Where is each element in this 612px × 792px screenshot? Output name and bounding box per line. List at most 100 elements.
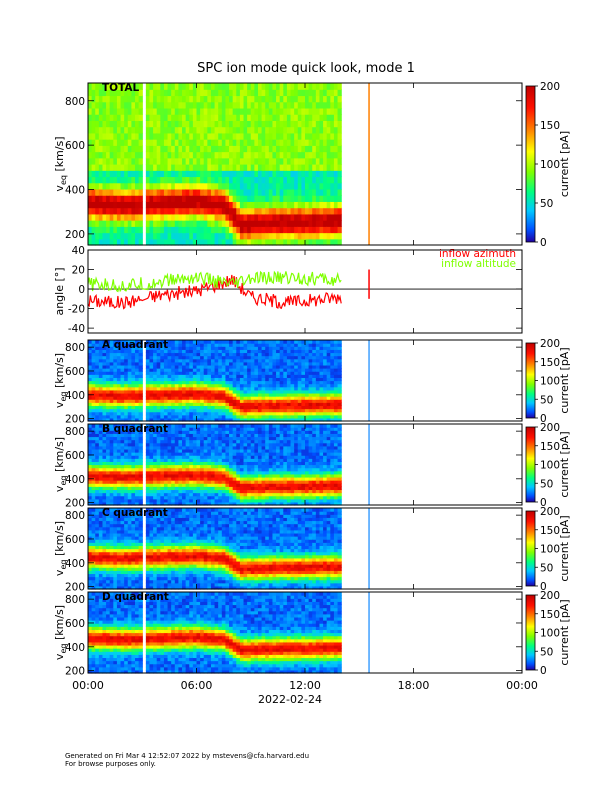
y-tick-label: 40 [72, 245, 85, 257]
y-tick-label: 600 [65, 140, 85, 152]
x-tick-label: 12:00 [289, 679, 321, 692]
colorbar-tick-label: 150 [540, 357, 560, 369]
series-inflow-altitude [87, 270, 342, 293]
panel-label: A quadrant [102, 339, 168, 351]
data-spike [368, 592, 370, 673]
y-tick-label: -40 [68, 323, 85, 335]
data-spike [368, 83, 370, 245]
colorbar-tick-label: 100 [540, 159, 560, 171]
footer-generated: Generated on Fri Mar 4 12:52:07 2022 by … [65, 752, 310, 760]
footer-browse: For browse purposes only. [65, 760, 156, 768]
data-spike [368, 269, 370, 299]
colorbar-tick-label: 200 [540, 338, 560, 350]
series-inflow-azimuth [87, 274, 342, 310]
colorbar-tick-label: 50 [540, 562, 553, 574]
spectrogram-cells [88, 340, 342, 422]
colorbar-tick-label: 0 [540, 665, 547, 677]
colorbar-tick-label: 150 [540, 609, 560, 621]
y-axis-label: angle [°] [53, 267, 66, 315]
colorbar-tick-label: 0 [540, 581, 547, 593]
colorbar-label: current [pA] [558, 431, 571, 497]
colorbar-label: current [pA] [558, 515, 571, 581]
x-tick-label: 00:00 [506, 679, 538, 692]
colorbar-tick-label: 200 [540, 506, 560, 518]
y-tick-label: 200 [65, 414, 85, 426]
colorbar-tick-label: 50 [540, 394, 553, 406]
colorbar-label: current [pA] [558, 131, 571, 197]
y-tick-label: 800 [65, 96, 85, 108]
colorbar-tick-label: 100 [540, 460, 560, 472]
x-tick-label: 06:00 [181, 679, 213, 692]
panel-label: B quadrant [102, 423, 168, 435]
spectrogram-cells [88, 508, 342, 590]
colorbar-tick-label: 200 [540, 590, 560, 602]
y-tick-label: 20 [72, 265, 85, 277]
colorbar [525, 85, 536, 243]
panel-label: D quadrant [102, 591, 169, 603]
y-axis-label: veq [km/s] [53, 437, 68, 492]
colorbar [525, 510, 536, 587]
y-tick-label: 600 [65, 450, 85, 462]
y-axis-label: veq [km/s] [53, 521, 68, 576]
colorbar-label: current [pA] [558, 347, 571, 413]
y-tick-label: 400 [65, 390, 85, 402]
colorbar-tick-label: 50 [540, 198, 553, 210]
x-tick-label: 18:00 [398, 679, 430, 692]
colorbar [525, 426, 536, 503]
colorbar-tick-label: 150 [540, 525, 560, 537]
colorbar-tick-label: 50 [540, 646, 553, 658]
colorbar-label: current [pA] [558, 599, 571, 665]
legend-inflow-altitude: inflow altitude [441, 258, 516, 270]
y-tick-label: 600 [65, 366, 85, 378]
colorbar-tick-label: 0 [540, 497, 547, 509]
data-spike [368, 340, 370, 421]
spectrogram-cells [88, 592, 342, 674]
y-axis-label: veq [km/s] [53, 605, 68, 660]
y-tick-label: -20 [68, 304, 85, 316]
spectrogram-cells [88, 83, 342, 246]
panel-label: TOTAL [102, 82, 140, 94]
colorbar-tick-label: 0 [540, 413, 547, 425]
panel-1: TOTAL 0 50 100 150 200 current [pA] veq [km/s] 2… [53, 81, 571, 249]
colorbar-tick-label: 100 [540, 376, 560, 388]
y-tick-label: 800 [65, 510, 85, 522]
data-spike [368, 508, 370, 589]
colorbar [525, 342, 536, 419]
y-axis-label: veq [km/s] [53, 136, 68, 191]
y-tick-label: 200 [65, 582, 85, 594]
y-tick-label: 600 [65, 618, 85, 630]
y-tick-label: 400 [65, 185, 85, 197]
data-spike [368, 424, 370, 505]
y-tick-label: 200 [65, 229, 85, 241]
colorbar-tick-label: 150 [540, 120, 560, 132]
y-tick-label: 400 [65, 642, 85, 654]
colorbar-tick-label: 50 [540, 478, 553, 490]
legend-inflow-azimuth: inflow azimuth [439, 248, 516, 260]
x-date-label: 2022-02-24 [258, 693, 322, 706]
colorbar-tick-label: 0 [540, 237, 547, 249]
colorbar-tick-label: 100 [540, 544, 560, 556]
y-tick-label: 200 [65, 498, 85, 510]
colorbar-tick-label: 100 [540, 628, 560, 640]
y-tick-label: 800 [65, 594, 85, 606]
y-axis-label: veq [km/s] [53, 353, 68, 408]
y-tick-label: 400 [65, 558, 85, 570]
y-tick-label: 800 [65, 342, 85, 354]
spectrogram-cells [88, 424, 342, 506]
colorbar-tick-label: 200 [540, 422, 560, 434]
y-tick-label: 600 [65, 534, 85, 546]
colorbar [525, 594, 536, 671]
figure-title: SPC ion mode quick look, mode 1 [197, 61, 415, 76]
y-tick-label: 0 [78, 284, 85, 296]
colorbar-tick-label: 200 [540, 81, 560, 93]
panel-label: C quadrant [102, 507, 168, 519]
y-tick-label: 400 [65, 474, 85, 486]
y-tick-label: 800 [65, 426, 85, 438]
colorbar-tick-label: 150 [540, 441, 560, 453]
